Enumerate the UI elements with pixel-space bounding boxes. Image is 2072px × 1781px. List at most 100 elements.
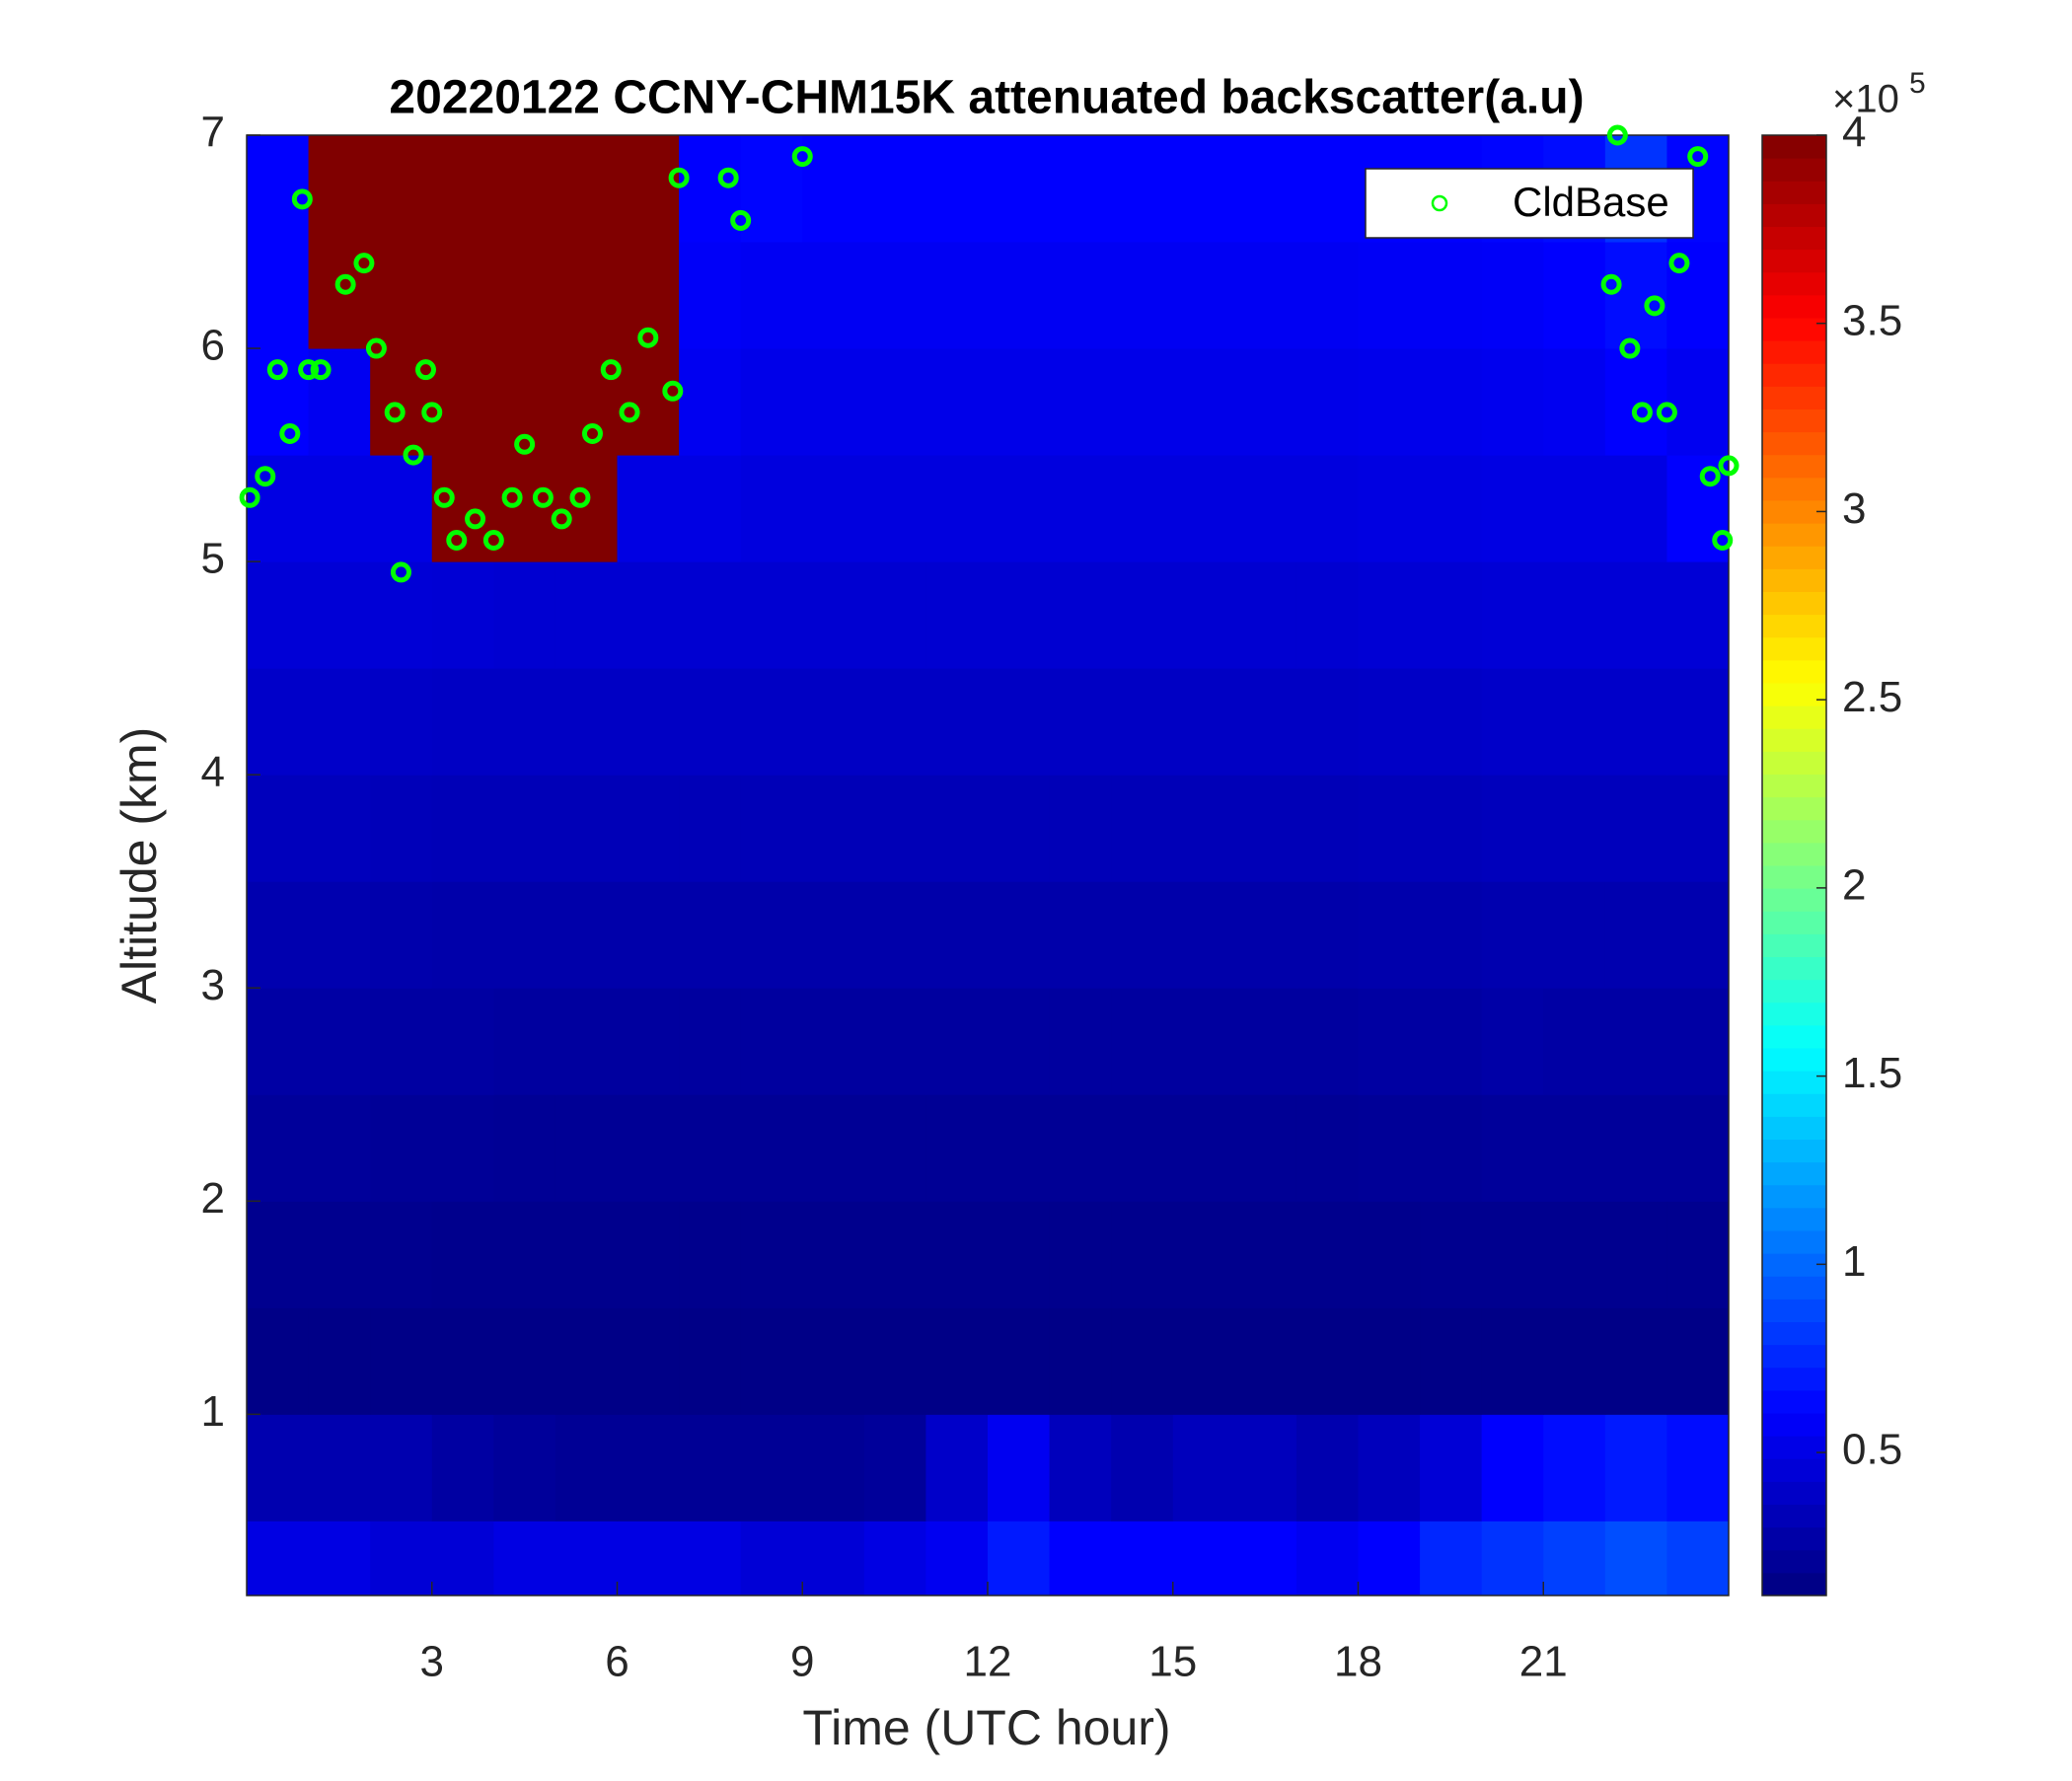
heatmap-cell — [431, 561, 494, 669]
heatmap-cell — [1666, 348, 1730, 456]
colorbar-step — [1762, 477, 1826, 501]
colorbar-step — [1762, 294, 1826, 319]
heatmap-cell — [1111, 1414, 1174, 1521]
heatmap-cell — [1481, 561, 1544, 669]
heatmap-cell — [493, 881, 556, 989]
heatmap-cell — [1049, 1201, 1112, 1308]
x-tick-label: 12 — [964, 1638, 1012, 1686]
heatmap-cell — [617, 1307, 680, 1415]
x-tick-label: 21 — [1519, 1638, 1568, 1686]
heatmap-cell — [802, 1521, 865, 1596]
heatmap-cell — [370, 1307, 433, 1415]
heatmap-cell — [740, 455, 803, 562]
colorbar-step — [1762, 1276, 1826, 1299]
heatmap-cell — [1358, 455, 1421, 562]
colorbar-step — [1762, 1116, 1826, 1140]
colorbar-step — [1762, 408, 1826, 433]
heatmap-cell — [740, 348, 803, 456]
heatmap-cell — [370, 242, 433, 349]
colorbar-step — [1762, 1184, 1826, 1209]
cloud-base-marker — [403, 444, 424, 466]
heatmap-cell — [1358, 348, 1421, 456]
heatmap-cell — [1543, 1094, 1606, 1202]
colorbar-step — [1762, 659, 1826, 684]
heatmap-cell — [431, 242, 494, 349]
colorbar-step — [1762, 888, 1826, 912]
heatmap-cell — [1481, 881, 1544, 989]
colorbar-step — [1762, 614, 1826, 638]
heatmap-cell — [1543, 348, 1606, 456]
colorbar-step — [1762, 523, 1826, 547]
heatmap-cell — [370, 988, 433, 1095]
heatmap-cell — [1111, 881, 1174, 989]
heatmap-cell — [740, 775, 803, 882]
heatmap-cell — [247, 1094, 310, 1202]
heatmap-cell — [308, 881, 371, 989]
heatmap-cell — [1111, 1307, 1174, 1415]
cloud-base-marker — [1687, 146, 1709, 168]
heatmap-cell — [988, 348, 1051, 456]
heatmap-cell — [679, 135, 742, 243]
colorbar-step — [1762, 591, 1826, 616]
heatmap-cell — [555, 988, 618, 1095]
colorbar-step — [1762, 774, 1826, 798]
cloud-base-marker — [717, 167, 739, 188]
heatmap-cell — [1049, 1414, 1112, 1521]
y-tick-label: 5 — [201, 535, 225, 583]
cloud-base-marker — [298, 359, 320, 381]
heatmap-cell — [1111, 242, 1174, 349]
heatmap-cell — [679, 1414, 742, 1521]
heatmap-cell — [1543, 1414, 1606, 1521]
heatmap-cell — [617, 561, 680, 669]
heatmap-cell — [925, 242, 989, 349]
heatmap-cell — [1111, 348, 1174, 456]
heatmap-cell — [1481, 775, 1544, 882]
heatmap-cell — [1666, 668, 1730, 776]
heatmap-cell — [1295, 348, 1359, 456]
colorbar-step — [1762, 568, 1826, 592]
heatmap-cell — [1111, 135, 1174, 243]
legend-marker — [1431, 194, 1448, 212]
heatmap-cell — [1666, 1307, 1730, 1415]
cloud-base-marker — [310, 359, 332, 381]
colorbar-tick-label: 2 — [1842, 861, 1866, 910]
cloud-base-marker — [791, 146, 813, 168]
heatmap-cell — [1666, 1201, 1730, 1308]
heatmap-cell — [1111, 561, 1174, 669]
y-tick-label: 6 — [201, 322, 225, 370]
colorbar-step — [1762, 454, 1826, 479]
heatmap-cell — [679, 988, 742, 1095]
heatmap-cell — [1666, 1094, 1730, 1202]
heatmap-cell — [925, 561, 989, 669]
heatmap-cell — [1234, 242, 1297, 349]
cloud-base-marker — [569, 486, 591, 508]
cloud-base-marker — [581, 422, 603, 444]
heatmap-cell — [370, 455, 433, 562]
heatmap-cell — [1172, 561, 1235, 669]
heatmap-cell — [802, 988, 865, 1095]
colorbar-step — [1762, 728, 1826, 752]
heatmap-cell — [247, 561, 310, 669]
heatmap-cell — [1234, 561, 1297, 669]
heatmap-cell — [1604, 561, 1667, 669]
colorbar-step — [1762, 683, 1826, 706]
heatmap-cell — [247, 242, 310, 349]
heatmap-cell — [308, 455, 371, 562]
heatmap-cell — [863, 1414, 926, 1521]
heatmap-cell — [431, 775, 494, 882]
heatmap-cell — [740, 1521, 803, 1596]
heatmap-cell — [1420, 1201, 1483, 1308]
heatmap-cell — [1295, 775, 1359, 882]
cloud-base-series — [239, 124, 1739, 583]
heatmap-cell — [1420, 348, 1483, 456]
heatmap-cell — [802, 775, 865, 882]
heatmap-cell — [1172, 1094, 1235, 1202]
heatmap-cell — [370, 135, 433, 243]
colorbar-step — [1762, 1321, 1826, 1346]
heatmap-cell — [988, 242, 1051, 349]
heatmap-cell — [925, 1414, 989, 1521]
heatmap-cell — [679, 1201, 742, 1308]
heatmap-cell — [431, 988, 494, 1095]
heatmap-cell — [308, 668, 371, 776]
